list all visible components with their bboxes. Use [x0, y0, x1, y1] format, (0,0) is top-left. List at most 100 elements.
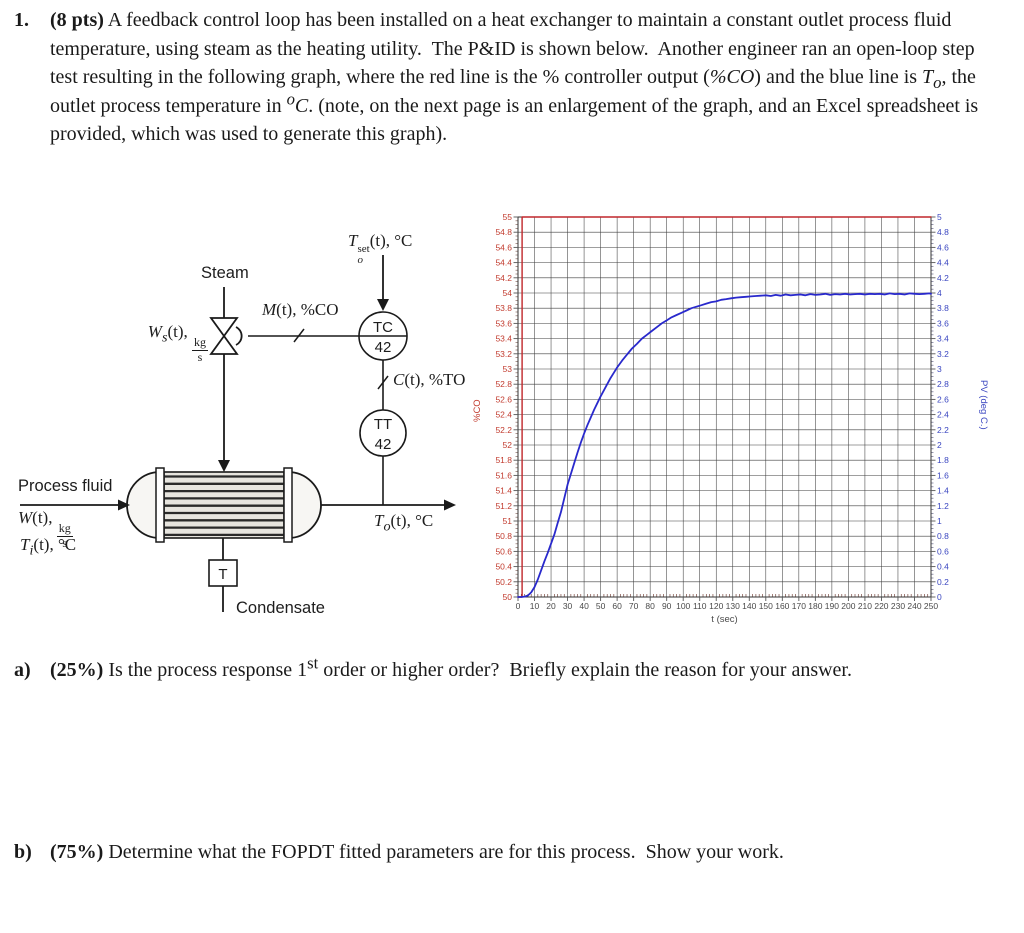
tc-tag: TC	[373, 319, 393, 336]
svg-text:30: 30	[563, 601, 573, 611]
left-axis-title: %CO	[472, 399, 483, 422]
svg-text:4.2: 4.2	[937, 273, 949, 283]
chart-svg: 50 0 50.2 0.2 50.4 0.4 50.6 0.6 50.8 0.8 51 1 5 1.2 1.…	[495, 212, 949, 611]
svg-text:100: 100	[676, 601, 690, 611]
ti-label: Ti(t), °C	[20, 535, 77, 559]
steam-trap-box	[208, 559, 238, 587]
svg-text:55: 55	[503, 212, 513, 222]
x-axis-title: t (sec)	[711, 614, 738, 625]
svg-text:3.6: 3.6	[937, 318, 949, 328]
inlet-arrowhead	[118, 499, 130, 511]
svg-text:2.2: 2.2	[937, 425, 949, 435]
svg-text:1.6: 1.6	[937, 470, 949, 480]
svg-text:50.4: 50.4	[495, 562, 512, 572]
svg-text:160: 160	[775, 601, 789, 611]
pid-svg: TC 42 TT 42 T	[20, 255, 456, 612]
svg-text:1.4: 1.4	[937, 486, 949, 496]
svg-text:54.8: 54.8	[495, 227, 512, 237]
question-b-points: (75%)	[50, 841, 104, 863]
step-test-chart: 50 0 50.2 0.2 50.4 0.4 50.6 0.6 50.8 0.8 51 1 5 1.2 1.…	[468, 198, 1024, 634]
svg-text:120: 120	[709, 601, 723, 611]
svg-text:0.6: 0.6	[937, 546, 949, 556]
svg-text:50.2: 50.2	[495, 577, 512, 587]
tt-number: 42	[375, 436, 392, 453]
svg-text:5: 5	[937, 212, 942, 222]
svg-text:80: 80	[645, 601, 655, 611]
svg-text:50.8: 50.8	[495, 531, 512, 541]
exchanger-left-cap	[126, 471, 161, 539]
svg-text:180: 180	[808, 601, 822, 611]
arrowheads	[118, 299, 456, 511]
svg-text:0.4: 0.4	[937, 562, 949, 572]
svg-text:50.6: 50.6	[495, 546, 512, 556]
to-label: To(t), °C	[374, 511, 434, 535]
tt-tag: TT	[374, 416, 392, 433]
svg-text:2.6: 2.6	[937, 394, 949, 404]
svg-text:170: 170	[792, 601, 806, 611]
svg-text:140: 140	[742, 601, 756, 611]
to-signal-slash	[377, 375, 389, 390]
svg-text:53.2: 53.2	[495, 349, 512, 359]
svg-text:51.4: 51.4	[495, 486, 512, 496]
question-b: b) (75%) Determine what the FOPDT fitted…	[14, 838, 1014, 867]
trap-label: T	[218, 566, 227, 583]
svg-text:3.2: 3.2	[937, 349, 949, 359]
svg-text:1: 1	[937, 516, 942, 526]
steam-label: Steam	[201, 264, 249, 282]
svg-text:60: 60	[612, 601, 622, 611]
svg-text:20: 20	[546, 601, 556, 611]
svg-text:200: 200	[841, 601, 855, 611]
svg-text:4: 4	[937, 288, 942, 298]
svg-text:0.8: 0.8	[937, 531, 949, 541]
svg-text:210: 210	[858, 601, 872, 611]
svg-text:53.6: 53.6	[495, 318, 512, 328]
svg-text:1.2: 1.2	[937, 501, 949, 511]
svg-text:51: 51	[503, 516, 513, 526]
exchanger-right-cap	[287, 471, 322, 539]
svg-text:53.8: 53.8	[495, 303, 512, 313]
svg-text:3: 3	[937, 364, 942, 374]
svg-text:190: 190	[825, 601, 839, 611]
svg-text:0: 0	[937, 592, 942, 602]
svg-text:54.2: 54.2	[495, 273, 512, 283]
w-label: W(t), kg s	[18, 508, 73, 550]
svg-text:4.8: 4.8	[937, 227, 949, 237]
svg-text:130: 130	[726, 601, 740, 611]
question-a-points: (25%)	[50, 659, 104, 681]
outlet-arrowhead	[444, 499, 456, 511]
svg-text:52: 52	[503, 440, 513, 450]
svg-text:2: 2	[937, 440, 942, 450]
svg-text:220: 220	[874, 601, 888, 611]
svg-text:52.2: 52.2	[495, 425, 512, 435]
control-valve	[209, 317, 239, 355]
svg-text:1.8: 1.8	[937, 455, 949, 465]
svg-text:50: 50	[503, 592, 513, 602]
question-a: a) (25%) Is the process response 1st ord…	[14, 655, 1014, 685]
co-signal-label: M(t), %CO	[262, 300, 339, 319]
svg-text:10: 10	[530, 601, 540, 611]
setpoint-arrowhead	[377, 299, 389, 311]
svg-text:54.6: 54.6	[495, 242, 512, 252]
svg-text:4.4: 4.4	[937, 258, 949, 268]
svg-text:52.8: 52.8	[495, 379, 512, 389]
svg-text:53: 53	[503, 364, 513, 374]
svg-text:230: 230	[891, 601, 905, 611]
right-tubesheet	[283, 467, 293, 543]
steam-arrowhead	[218, 460, 230, 472]
to-signal-label: C(t), %TO	[393, 370, 466, 389]
svg-text:110: 110	[693, 601, 707, 611]
points-label: (8 pts)	[50, 9, 104, 31]
tc-number: 42	[375, 339, 392, 356]
problem-text: (8 pts) A feedback control loop has been…	[50, 9, 984, 145]
co-signal-slash	[293, 328, 305, 343]
svg-text:250: 250	[924, 601, 938, 611]
ws-label: Ws(t), kg s	[147, 322, 208, 364]
svg-text:52.6: 52.6	[495, 394, 512, 404]
svg-text:90: 90	[662, 601, 672, 611]
svg-text:51.8: 51.8	[495, 455, 512, 465]
svg-text:0.2: 0.2	[937, 577, 949, 587]
svg-text:3.4: 3.4	[937, 334, 949, 344]
problem-statement: 1. (8 pts) A feedback control loop has b…	[14, 6, 1006, 149]
